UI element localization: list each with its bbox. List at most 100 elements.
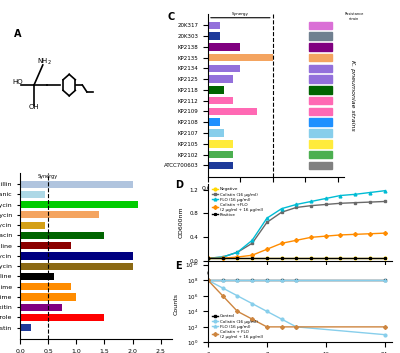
Line: Colistin + FLO
(2 μg/ml + 16 μg/ml): Colistin + FLO (2 μg/ml + 16 μg/ml)	[207, 279, 386, 328]
Bar	[309, 32, 332, 40]
Colistin (16 μg/ml)	[279, 317, 284, 321]
Positive	[279, 256, 284, 261]
Negative	[338, 256, 343, 261]
Colistin (16 μg/ml)	[382, 333, 387, 337]
Line: Colistin (16 μg/ml): Colistin (16 μg/ml)	[207, 279, 386, 336]
Bar	[309, 129, 332, 137]
Colistin (16 μg/ml)	[309, 204, 314, 208]
Colistin + FLO
(2 μg/ml + 16 μg/ml)	[250, 317, 254, 321]
FLO (16 μg/ml)	[235, 250, 240, 255]
Bar	[309, 65, 332, 72]
Negative	[220, 256, 225, 261]
Colistin (16 μg/ml)	[250, 301, 254, 306]
Bar	[309, 54, 332, 61]
Colistin (16 μg/ml)	[250, 241, 254, 245]
Control	[206, 278, 210, 282]
FLO (16 μg/ml)	[220, 255, 225, 259]
Negative	[309, 256, 314, 261]
Colistin (16 μg/ml)	[294, 325, 299, 329]
Negative	[323, 256, 328, 261]
Colistin (16 μg/ml)	[235, 250, 240, 255]
Line: Control: Control	[207, 279, 386, 282]
Positive	[323, 256, 328, 261]
Colistin +FLO
(2 μg/ml + 16 μg/ml)	[206, 256, 210, 261]
Colistin +FLO
(2 μg/ml + 16 μg/ml)	[294, 238, 299, 243]
Colistin + FLO
(2 μg/ml + 16 μg/ml)	[206, 278, 210, 282]
Bar	[208, 151, 233, 158]
Colistin (16 μg/ml)	[264, 309, 269, 313]
Bar	[208, 97, 233, 104]
Colistin (16 μg/ml)	[206, 256, 210, 261]
Bar	[20, 242, 71, 249]
Bar	[208, 140, 233, 148]
Bar	[208, 108, 257, 115]
Colistin +FLO
(2 μg/ml + 16 μg/ml)	[220, 256, 225, 261]
Colistin +FLO
(2 μg/ml + 16 μg/ml)	[382, 231, 387, 235]
Control	[235, 278, 240, 282]
FLO (16 μg/ml)	[309, 199, 314, 204]
Text: OH: OH	[29, 104, 39, 110]
Bar	[20, 252, 132, 259]
Colistin +FLO
(2 μg/ml + 16 μg/ml)	[309, 235, 314, 239]
FLO (16 μg/ml)	[382, 189, 387, 193]
Bar	[20, 232, 104, 239]
Colistin (16 μg/ml)	[264, 220, 269, 225]
Colistin (16 μg/ml)	[368, 200, 372, 204]
FLO (16 μg/ml)	[353, 192, 358, 196]
Bar	[208, 86, 224, 94]
Bar	[208, 65, 240, 72]
FLO (16 μg/ml)	[294, 278, 299, 282]
Negative	[294, 256, 299, 261]
Negative	[353, 256, 358, 261]
Positive	[206, 256, 210, 261]
Colistin (16 μg/ml)	[206, 278, 210, 282]
Bar	[208, 54, 273, 61]
Positive	[353, 256, 358, 261]
FLO (16 μg/ml)	[264, 278, 269, 282]
FLO (16 μg/ml)	[368, 190, 372, 195]
Line: FLO (16 μg/ml): FLO (16 μg/ml)	[207, 189, 386, 259]
Negative	[206, 256, 210, 261]
Control	[382, 278, 387, 282]
Bar	[309, 76, 332, 83]
Positive	[220, 256, 225, 261]
Negative	[368, 256, 372, 261]
Colistin +FLO
(2 μg/ml + 16 μg/ml)	[235, 255, 240, 259]
FLO (16 μg/ml)	[382, 278, 387, 282]
Line: Colistin (16 μg/ml): Colistin (16 μg/ml)	[207, 200, 386, 259]
Control	[220, 278, 225, 282]
Bar	[208, 32, 220, 40]
Y-axis label: OD600nm: OD600nm	[179, 207, 184, 238]
Negative	[250, 256, 254, 261]
X-axis label: Time(h): Time(h)	[288, 281, 312, 287]
Negative	[279, 256, 284, 261]
Bar	[309, 162, 332, 169]
Text: Synergy: Synergy	[232, 12, 249, 16]
Colistin (16 μg/ml)	[382, 199, 387, 204]
Bar	[20, 222, 45, 229]
Bar	[208, 119, 220, 126]
FLO (16 μg/ml)	[279, 278, 284, 282]
X-axis label: FIC index: FIC index	[260, 197, 292, 203]
Positive	[264, 256, 269, 261]
Bar	[309, 119, 332, 126]
Colistin + FLO
(2 μg/ml + 16 μg/ml)	[220, 294, 225, 298]
FLO (16 μg/ml)	[279, 207, 284, 211]
Bar	[309, 97, 332, 104]
Colistin +FLO
(2 μg/ml + 16 μg/ml)	[264, 247, 269, 251]
Negative	[264, 256, 269, 261]
Bar	[208, 129, 224, 137]
Negative	[382, 256, 387, 261]
Y-axis label: K. pneumoniae strains: K. pneumoniae strains	[350, 60, 355, 131]
Colistin (16 μg/ml)	[353, 201, 358, 205]
Colistin +FLO
(2 μg/ml + 16 μg/ml)	[250, 253, 254, 257]
Positive	[250, 256, 254, 261]
Positive	[235, 256, 240, 261]
Colistin + FLO
(2 μg/ml + 16 μg/ml)	[382, 325, 387, 329]
Bar	[20, 191, 45, 198]
Colistin (16 μg/ml)	[294, 205, 299, 210]
Text: NH$_2$: NH$_2$	[37, 56, 52, 67]
Y-axis label: Counts: Counts	[174, 293, 179, 315]
Line: Colistin +FLO
(2 μg/ml + 16 μg/ml): Colistin +FLO (2 μg/ml + 16 μg/ml)	[207, 232, 386, 259]
FLO (16 μg/ml)	[220, 278, 225, 282]
